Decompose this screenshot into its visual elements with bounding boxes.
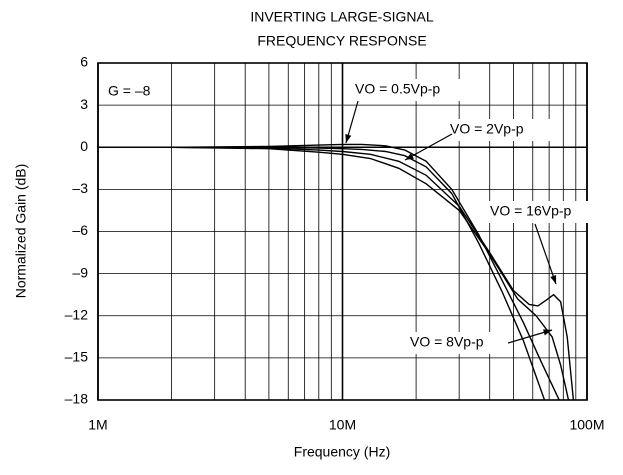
annotation: G = –8 — [108, 83, 151, 99]
arrow-line — [534, 223, 557, 285]
y-tick-label: –15 — [65, 349, 89, 365]
x-axis-title: Frequency (Hz) — [294, 444, 390, 460]
y-tick-label: 3 — [80, 96, 88, 112]
annotation-box — [102, 78, 170, 104]
y-tick-label: 0 — [80, 138, 88, 154]
label-box — [407, 332, 505, 354]
arrow-head — [405, 153, 414, 160]
y-axis-title: Normalized Gain (dB) — [13, 164, 29, 299]
y-tick-label: –18 — [65, 391, 89, 407]
y-tick-label: –6 — [72, 222, 88, 238]
series-label: VO = 16Vp-p — [490, 203, 572, 219]
x-tick-label: 1M — [88, 417, 107, 433]
label-box — [487, 201, 609, 223]
series-label: VO = 8Vp-p — [410, 334, 484, 350]
series-line — [171, 146, 575, 400]
label-box — [447, 119, 552, 141]
label-box — [352, 79, 472, 101]
y-tick-label: 6 — [80, 54, 88, 70]
y-tick-label: –3 — [72, 180, 88, 196]
arrow-head — [550, 275, 557, 284]
y-tick-label: –9 — [72, 264, 88, 280]
y-tick-label: –12 — [65, 306, 89, 322]
arrow-head — [345, 134, 352, 143]
series-line — [171, 143, 560, 400]
series-label: VO = 2Vp-p — [450, 121, 524, 137]
x-tick-label: 10M — [329, 417, 356, 433]
chart-title: INVERTING LARGE-SIGNAL — [250, 9, 434, 25]
arrow-head — [543, 329, 552, 336]
plot-frame — [97, 62, 588, 401]
arrow-line — [404, 133, 453, 161]
series-line — [171, 146, 570, 400]
x-tick-label: 100M — [569, 417, 604, 433]
chart-title: FREQUENCY RESPONSE — [257, 33, 426, 49]
series-label: VO = 0.5Vp-p — [355, 81, 440, 97]
series-line — [171, 146, 546, 400]
